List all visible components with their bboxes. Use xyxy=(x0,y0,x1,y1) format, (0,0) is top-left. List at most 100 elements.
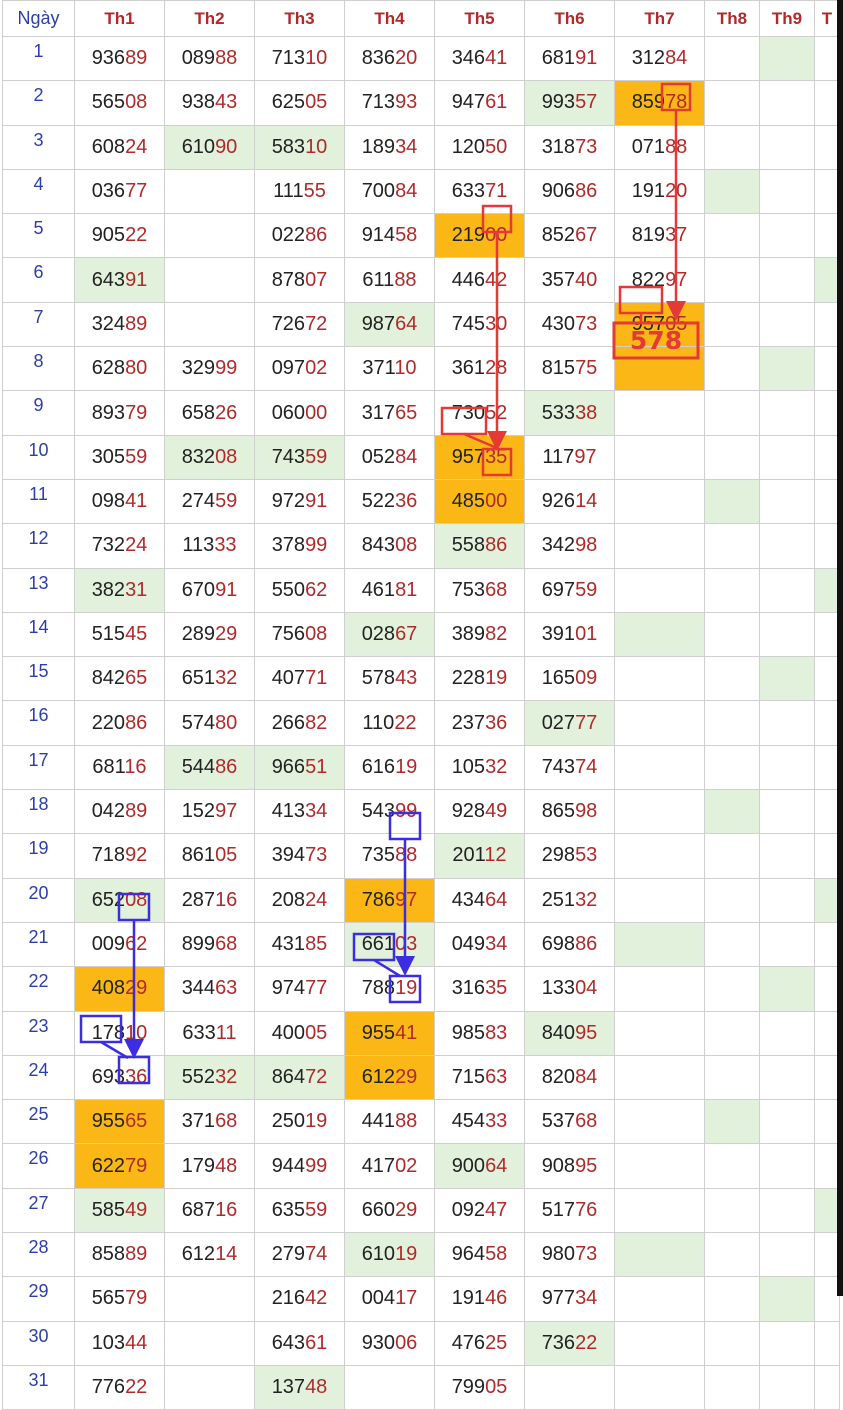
number-head: 391 xyxy=(541,623,576,645)
result-cell: 09247 xyxy=(434,1187,525,1234)
number-head: 643 xyxy=(271,1331,306,1354)
day-number: 29 xyxy=(2,1276,75,1322)
table-row: 1 93689 08988 71310 83620 34641 68191 31284 xyxy=(2,35,840,82)
number-tail: 97 xyxy=(574,445,597,468)
table-row: 3 60824 61090 58310 18934 12050 31873 07188 xyxy=(2,124,840,170)
result-cell xyxy=(704,346,760,392)
number-head: 743 xyxy=(541,755,576,778)
result-cell: 84308 xyxy=(344,523,435,569)
number-head: 250 xyxy=(271,1110,306,1133)
number-tail: 22 xyxy=(125,1376,148,1399)
result-cell: 23736 xyxy=(434,700,525,746)
result-cell xyxy=(814,80,840,126)
number-tail: 12 xyxy=(484,844,507,867)
result-cell xyxy=(614,656,705,702)
day-number: 26 xyxy=(2,1143,75,1189)
table-row: 12 73224 11333 37899 84308 55886 34298 xyxy=(2,523,840,569)
number-tail: 67 xyxy=(395,623,418,645)
result-cell: 69759 xyxy=(524,567,615,613)
number-head: 628 xyxy=(91,357,126,380)
result-cell xyxy=(759,35,815,82)
number-tail: 65 xyxy=(395,401,418,424)
column-header-th7: Th7 xyxy=(614,0,705,37)
result-cell xyxy=(704,257,760,303)
day-column-header: Ngày xyxy=(2,0,75,37)
number-tail: 25 xyxy=(485,1331,508,1354)
result-cell: 25019 xyxy=(254,1099,345,1145)
number-head: 417 xyxy=(361,1154,396,1177)
result-cell: 87807 xyxy=(254,257,345,303)
number-head: 633 xyxy=(451,180,486,203)
number-tail: 74 xyxy=(305,1243,328,1266)
number-tail: 19 xyxy=(395,977,418,1000)
result-cell xyxy=(704,1054,760,1101)
number-tail: 64 xyxy=(395,312,418,335)
number-tail: 02 xyxy=(395,1154,418,1177)
number-tail: 52 xyxy=(485,401,508,424)
number-head: 361 xyxy=(451,357,486,380)
number-tail: 84 xyxy=(575,1065,598,1088)
number-head: 715 xyxy=(451,1065,486,1088)
result-cell: 41334 xyxy=(254,789,345,835)
table-row: 20 65208 28716 20824 78697 43464 25132 xyxy=(2,877,840,923)
number-head: 980 xyxy=(541,1243,576,1266)
result-cell: 10344 xyxy=(74,1320,165,1366)
number-tail: 72 xyxy=(305,312,328,335)
number-tail: 82 xyxy=(305,711,328,734)
number-tail: 98 xyxy=(575,534,598,557)
result-cell: 39101 xyxy=(524,611,615,658)
number-head: 485 xyxy=(451,490,486,513)
number-tail: 97 xyxy=(395,888,418,911)
number-head: 476 xyxy=(451,1331,486,1354)
result-cell: 17810 xyxy=(74,1010,165,1056)
number-head: 732 xyxy=(91,534,126,557)
day-number: 23 xyxy=(2,1010,75,1056)
number-head: 745 xyxy=(451,312,486,335)
column-header-t: T xyxy=(814,0,840,37)
table-row: 7 32489 72672 98764 74530 43073 95705 xyxy=(2,301,840,348)
number-head: 324 xyxy=(91,312,126,335)
number-head: 652 xyxy=(91,888,126,911)
number-head: 899 xyxy=(181,933,216,956)
number-head: 289 xyxy=(181,623,216,645)
result-cell xyxy=(614,1054,705,1101)
result-cell: 10532 xyxy=(434,744,525,791)
number-tail: 30 xyxy=(485,312,508,335)
number-head: 661 xyxy=(361,933,396,956)
day-number: 4 xyxy=(2,168,75,215)
number-head: 651 xyxy=(181,667,216,690)
number-tail: 35 xyxy=(485,977,508,1000)
number-tail: 79 xyxy=(125,1154,148,1177)
result-cell: 43464 xyxy=(434,877,525,923)
result-cell: 84265 xyxy=(74,656,165,702)
number-tail: 06 xyxy=(395,1331,418,1354)
number-head: 389 xyxy=(451,623,486,645)
day-number: 18 xyxy=(2,789,75,835)
number-tail: 10 xyxy=(305,47,328,70)
number-head: 947 xyxy=(451,91,486,114)
result-cell xyxy=(704,789,760,835)
result-cell: 51776 xyxy=(524,1187,615,1234)
result-cell: 93689 xyxy=(74,35,165,82)
result-cell xyxy=(704,966,760,1012)
number-head: 985 xyxy=(451,1021,486,1044)
number-head: 643 xyxy=(91,268,126,291)
number-head: 864 xyxy=(271,1065,306,1088)
result-cell: 68191 xyxy=(524,35,615,82)
number-head: 938 xyxy=(181,91,216,114)
result-cell: 66029 xyxy=(344,1187,435,1234)
result-cell xyxy=(759,700,815,746)
number-tail: 59 xyxy=(575,578,598,601)
number-head: 612 xyxy=(181,1243,216,1266)
result-cell xyxy=(814,1143,840,1189)
result-cell xyxy=(704,80,760,126)
number-tail: 00 xyxy=(305,401,328,424)
number-head: 430 xyxy=(541,312,576,335)
number-tail: 77 xyxy=(125,180,148,203)
number-tail: 49 xyxy=(125,1198,148,1221)
result-cell xyxy=(704,700,760,746)
number-head: 753 xyxy=(451,578,486,601)
result-cell: 83620 xyxy=(344,35,435,82)
result-cell xyxy=(814,700,840,746)
number-head: 944 xyxy=(271,1154,306,1177)
